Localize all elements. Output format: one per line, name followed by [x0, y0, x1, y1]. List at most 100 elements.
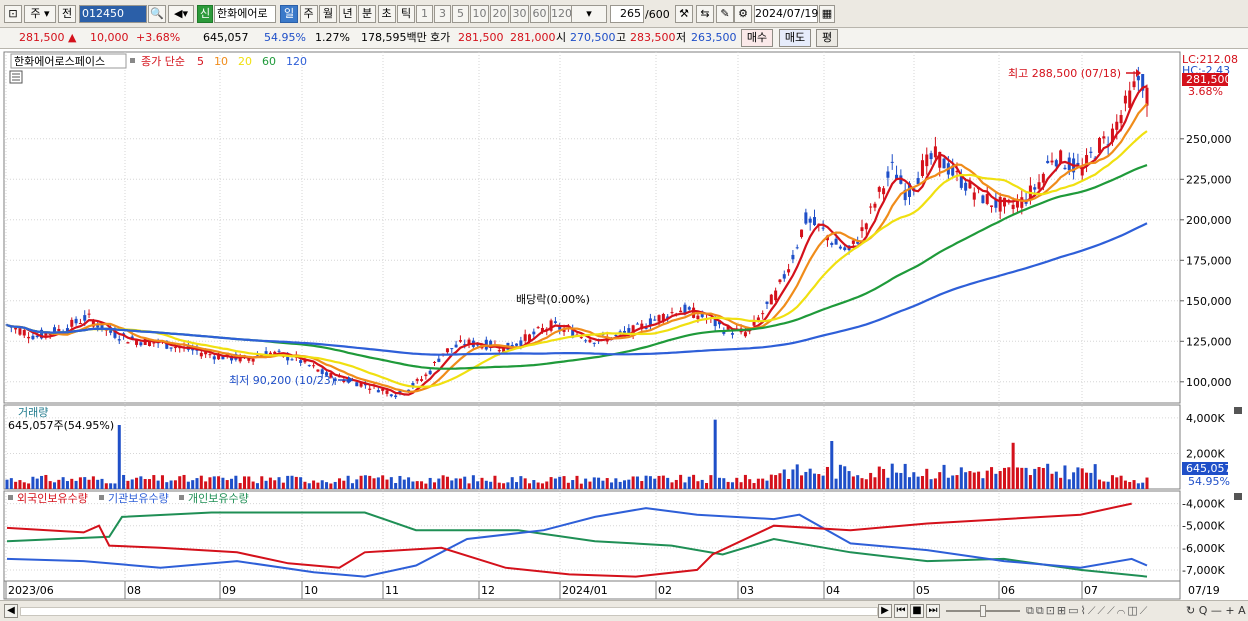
candle-body — [1132, 81, 1136, 88]
tab-2[interactable]: 월 — [319, 5, 337, 23]
candle-body — [730, 333, 734, 335]
candle-body — [212, 356, 216, 360]
volume-bar — [571, 480, 575, 489]
candle-body — [1115, 121, 1119, 130]
stock-name-field[interactable]: 한화에어로 — [214, 5, 276, 23]
tab-6[interactable]: 틱 — [397, 5, 415, 23]
volume-bar — [312, 480, 316, 489]
volume-bar — [838, 464, 842, 489]
volume-bar — [303, 481, 307, 489]
zoom-slider-thumb[interactable] — [980, 605, 986, 617]
stock-code-input[interactable]: 012450 — [79, 5, 147, 23]
candle-body — [860, 227, 864, 232]
candle-body — [268, 352, 272, 356]
volume-bar — [320, 480, 324, 489]
candle-body — [325, 372, 329, 376]
draw-icon[interactable]: ✎ — [716, 5, 734, 23]
tab-0[interactable]: 일 — [280, 5, 298, 23]
tab-4[interactable]: 분 — [358, 5, 376, 23]
volume-bar — [679, 474, 683, 489]
scroll-left-icon[interactable]: ◀ — [4, 604, 18, 618]
candle-body — [1054, 160, 1058, 167]
tab-5[interactable]: 초 — [377, 5, 396, 23]
x-axis-label-1: 08 — [127, 584, 141, 597]
sell-button[interactable]: 매도 — [779, 29, 811, 47]
window-icon[interactable]: ⊡ — [4, 5, 22, 23]
volume-bar — [61, 477, 65, 489]
compare-icon[interactable]: ⇆ — [696, 5, 714, 23]
tab-3[interactable]: 년 — [338, 5, 357, 23]
candle-body — [247, 358, 251, 361]
volume-bar — [52, 482, 57, 489]
zoom-controls-icon[interactable]: ↻ Q — + A — [1186, 604, 1246, 617]
candle-body — [1145, 87, 1149, 106]
buy-button[interactable]: 매수 — [741, 29, 773, 47]
volume-bar — [1093, 464, 1097, 489]
volume-bar — [260, 476, 264, 489]
candle-body — [648, 318, 652, 327]
candle-body — [165, 340, 169, 349]
volume-bar — [825, 466, 829, 489]
interval-10[interactable]: 10 — [470, 5, 489, 23]
volume-bar — [990, 467, 994, 489]
volume-bar — [666, 477, 670, 489]
candle-body — [657, 315, 661, 322]
scroll-right-icon[interactable]: ▶ — [878, 604, 892, 618]
speaker-icon[interactable]: ◀▾ — [168, 5, 194, 23]
candle-body — [87, 313, 91, 315]
candle-body — [83, 315, 87, 321]
tools-icon[interactable]: ⚒ — [675, 5, 693, 23]
tab-1[interactable]: 주 — [299, 5, 318, 23]
candle-body — [208, 354, 212, 356]
interval-5[interactable]: 5 — [452, 5, 469, 23]
candle-body — [333, 378, 337, 381]
interval-1[interactable]: 1 — [416, 5, 433, 23]
volume-bar — [230, 478, 234, 489]
rewind-icon[interactable]: ⏮ — [894, 604, 908, 618]
interval-30[interactable]: 30 — [510, 5, 529, 23]
candle-body — [795, 247, 799, 249]
gear-icon[interactable]: ⚙ — [734, 5, 752, 23]
period-select[interactable]: 주 ▾ — [24, 5, 56, 23]
volume-bar — [670, 482, 674, 489]
volume-bar — [735, 477, 739, 489]
count-input[interactable]: 265 — [610, 5, 644, 23]
eval-button[interactable]: 평 — [816, 29, 838, 47]
prev-button[interactable]: 전 — [58, 5, 76, 23]
volume-tag-bg — [1182, 462, 1228, 475]
interval-20[interactable]: 20 — [490, 5, 509, 23]
candle-body — [394, 395, 398, 398]
volume-bar — [234, 475, 238, 489]
candle-body — [1050, 160, 1054, 163]
date-input[interactable]: 2024/07/19 — [754, 5, 818, 23]
candle-body — [1002, 197, 1007, 207]
volume-bar — [454, 478, 458, 489]
volume-bar — [83, 477, 87, 489]
candle-body — [1123, 95, 1127, 104]
candle-body — [342, 379, 346, 383]
volume-bar — [1007, 467, 1011, 489]
interval-dropdown[interactable]: ▾ — [571, 5, 607, 23]
x-axis-frame — [3, 580, 1181, 600]
volume-bar — [920, 475, 924, 489]
volume-bar — [1020, 467, 1024, 489]
stop-icon[interactable]: ■ — [910, 604, 924, 618]
bottom-scrollbar: ◀ ▶ ⏮ ■ ⏭ ⧉⧉⊡⊞▭⌇⟋⟋⟋⌒◫⟋ ↻ Q — + A — [0, 600, 1248, 621]
candle-body — [1080, 167, 1084, 176]
interval-60[interactable]: 60 — [530, 5, 549, 23]
interval-3[interactable]: 3 — [434, 5, 451, 23]
forward-icon[interactable]: ⏭ — [926, 604, 940, 618]
x-axis-label-10: 05 — [916, 584, 930, 597]
search-icon[interactable]: 🔍 — [148, 5, 166, 23]
current-price: 281,500 — [19, 31, 65, 44]
volume-bar — [800, 475, 804, 489]
candle-body — [553, 321, 557, 323]
ma-period-60: 60 — [262, 55, 276, 68]
drawing-tools-icon[interactable]: ⧉⧉⊡⊞▭⌇⟋⟋⟋⌒◫⟋ — [1026, 604, 1150, 617]
calendar-icon[interactable]: ▦ — [819, 5, 835, 23]
scroll-track[interactable] — [20, 607, 878, 616]
candle-body — [778, 279, 782, 283]
interval-120[interactable]: 120 — [550, 5, 572, 23]
count-max: /600 — [645, 8, 670, 21]
